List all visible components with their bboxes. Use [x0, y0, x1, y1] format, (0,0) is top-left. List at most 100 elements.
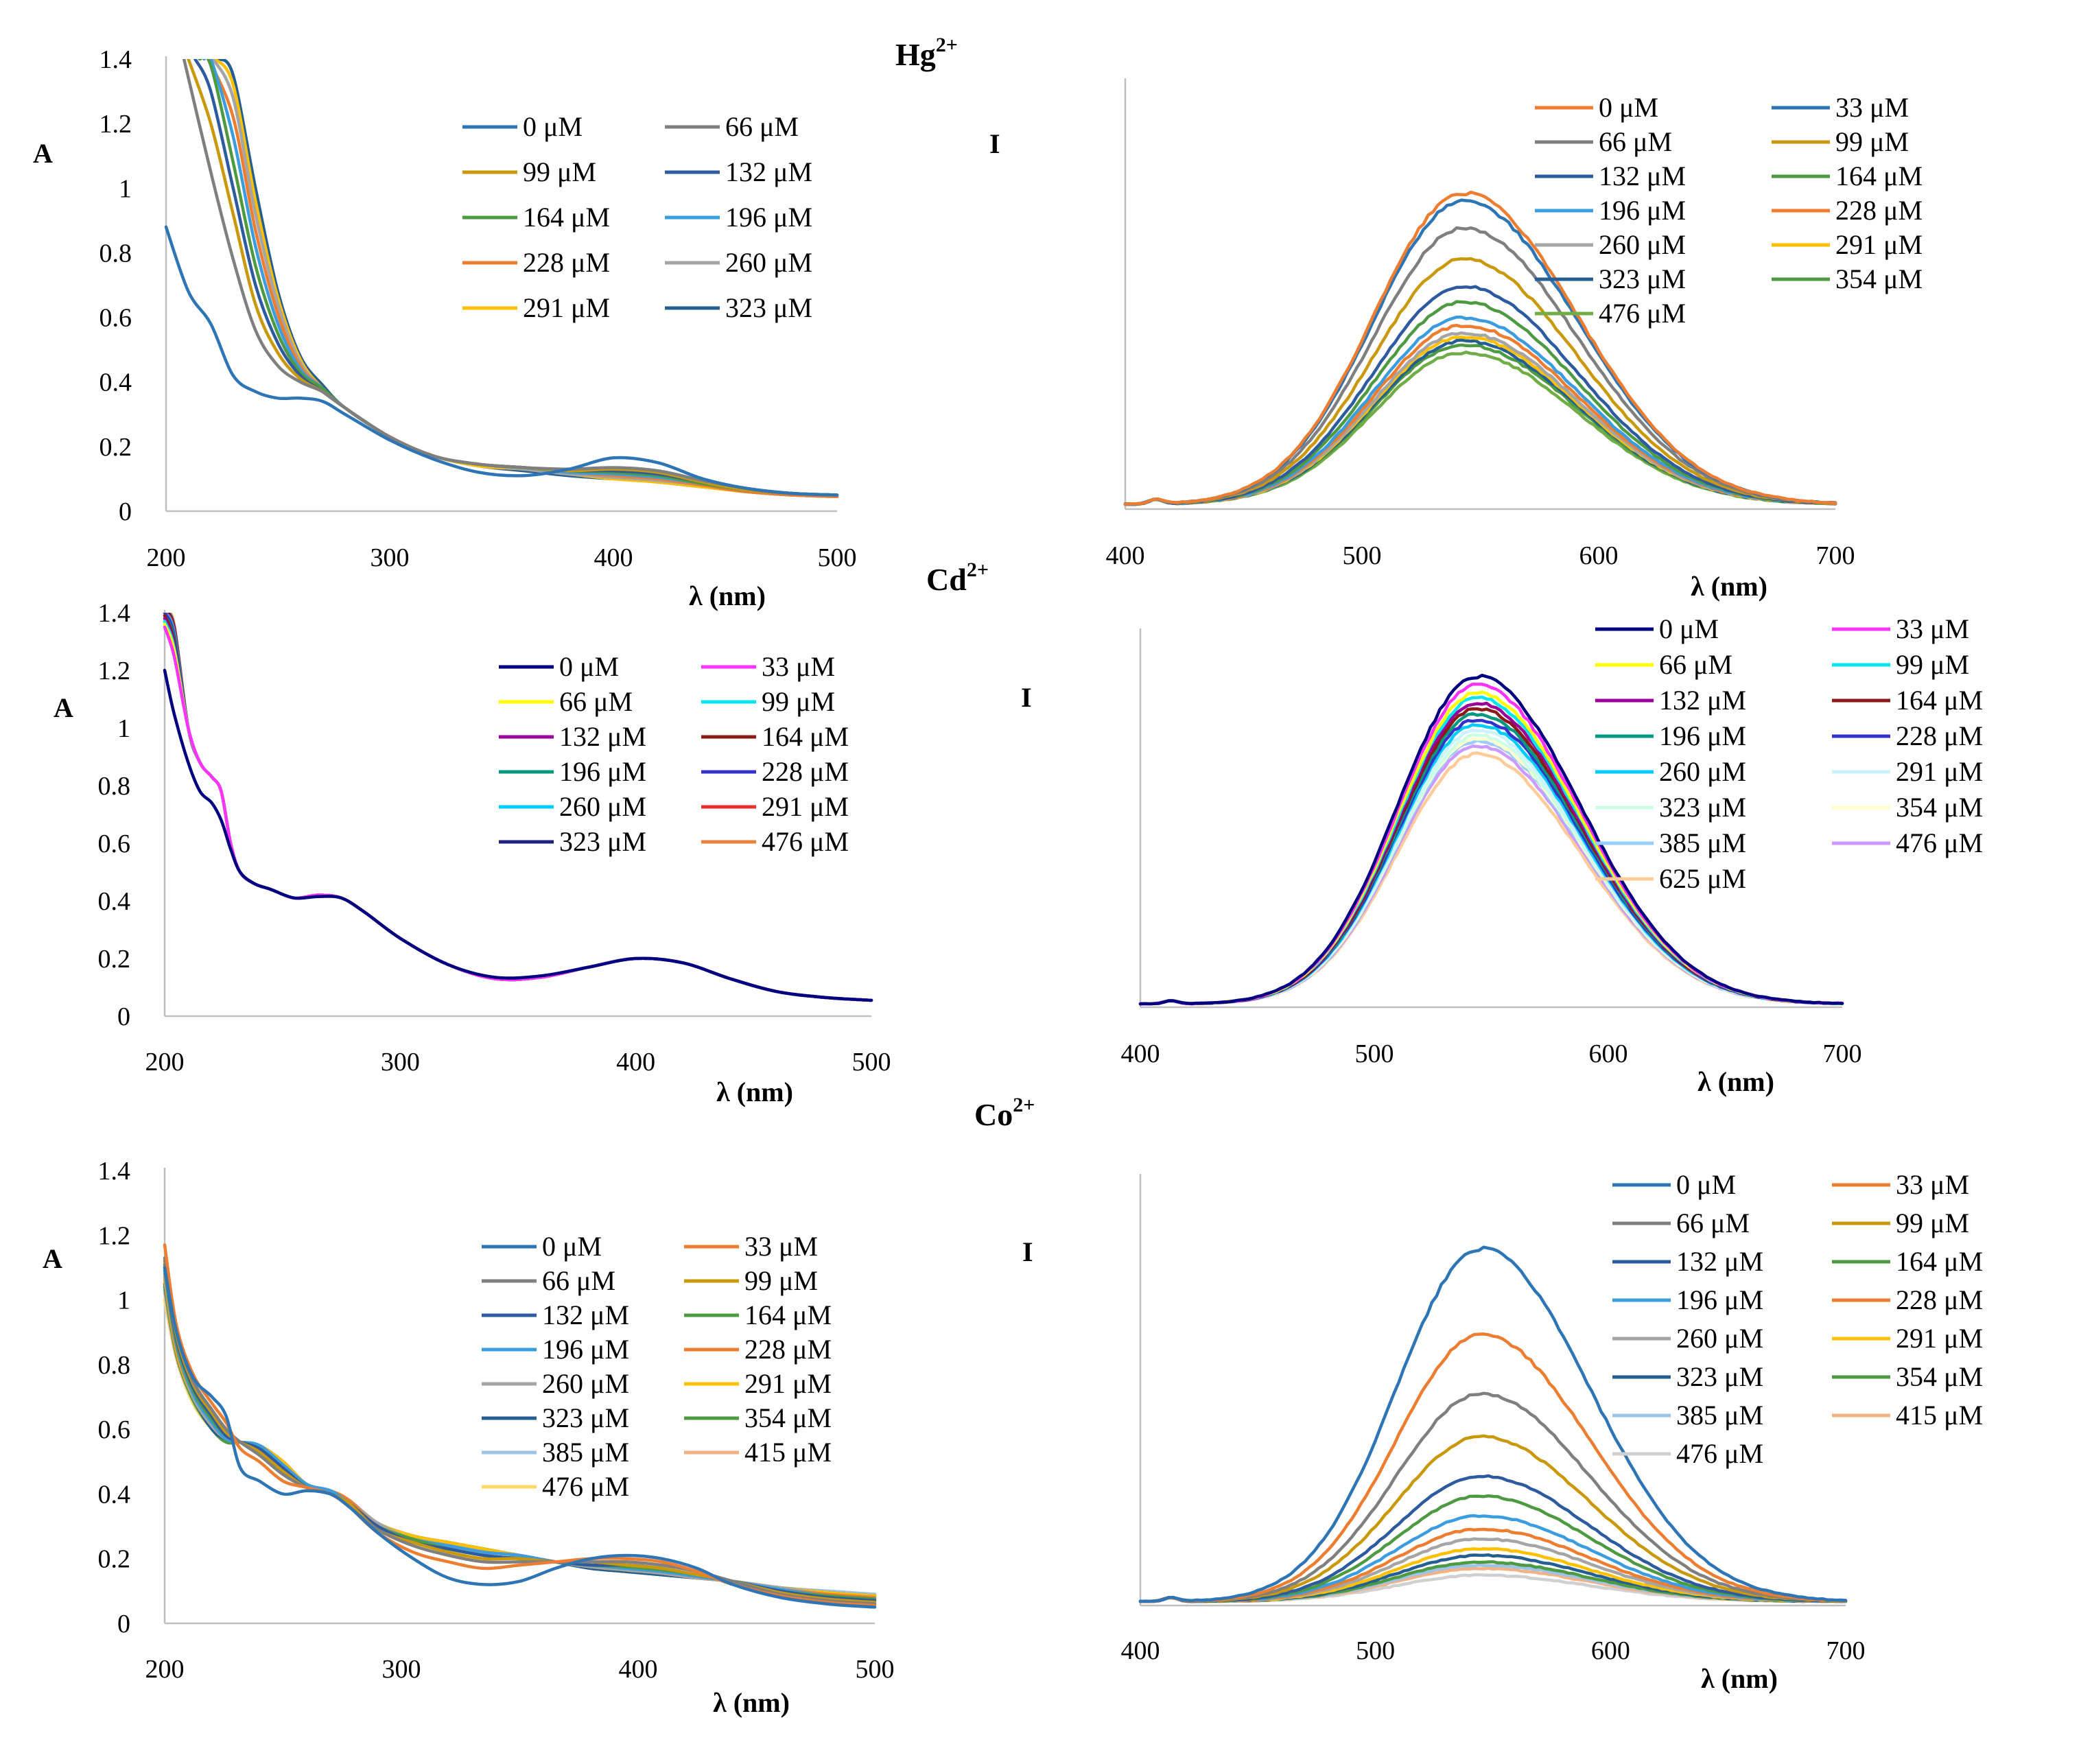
legend-label: 291 μM [1896, 1323, 1983, 1354]
legend-label: 323 μM [559, 826, 646, 857]
legend-label: 196 μM [542, 1334, 629, 1365]
series-line [1138, 1391, 1848, 1603]
legend-label: 164 μM [762, 721, 849, 752]
legend-label: 323 μM [1676, 1361, 1763, 1392]
legend-label: 0 μM [1659, 613, 1719, 644]
x-tick-label: 200 [145, 1048, 185, 1077]
legend-label: 164 μM [1896, 685, 1983, 716]
x-tick-label: 300 [371, 543, 410, 572]
legend-label: 99 μM [523, 156, 596, 187]
legend-label: 415 μM [744, 1437, 832, 1468]
legend-label: 33 μM [1896, 1169, 1969, 1200]
legend-label: 0 μM [1676, 1169, 1736, 1200]
legend-label: 260 μM [725, 247, 812, 278]
y-tick-label: 0.2 [99, 433, 132, 462]
ion-label-co: Co2+ [974, 1094, 1035, 1132]
legend-label: 33 μM [1835, 92, 1909, 123]
series-line [1123, 331, 1837, 506]
series-line [1138, 1332, 1848, 1603]
legend-label: 99 μM [1896, 649, 1969, 680]
legend-label: 196 μM [725, 202, 812, 233]
legend: 0 μM 33 μM 66 μM 99 μM 132 μM 164 μM 196 μM 228… [1595, 613, 1983, 894]
legend-label: 228 μM [1896, 1284, 1983, 1315]
series-line [163, 1259, 877, 1604]
x-tick-label: 400 [1121, 1636, 1160, 1665]
legend-label: 228 μM [1896, 720, 1983, 751]
legend-label: 476 μM [762, 826, 849, 857]
y-axis-label: I [1022, 1236, 1033, 1267]
series-line [1123, 226, 1837, 506]
series-line [1123, 257, 1837, 506]
panel-co-emission: 400 500 600 700 λ (nm) I 0 μM 33 μM 66 μM 99 μM 13… [1022, 1169, 1983, 1694]
series-line [182, 59, 839, 497]
y-tick-label: 1.2 [98, 657, 131, 685]
series-line [1123, 335, 1837, 506]
x-tick-label: 500 [852, 1048, 891, 1077]
legend-label: 228 μM [523, 247, 610, 278]
legend-label: 66 μM [542, 1265, 615, 1296]
legend-label: 99 μM [1835, 126, 1909, 157]
legend-label: 260 μM [559, 791, 646, 822]
x-tick-label: 400 [1106, 541, 1145, 570]
y-tick-label: 0.4 [99, 368, 132, 397]
legend-label: 228 μM [1835, 195, 1923, 226]
y-tick-label: 0.8 [98, 772, 131, 801]
x-tick-label: 600 [1589, 1039, 1628, 1068]
x-tick-label: 400 [619, 1655, 658, 1684]
y-tick-label: 0.8 [99, 239, 132, 268]
legend-label: 385 μM [542, 1437, 629, 1468]
legend-label: 196 μM [559, 756, 646, 787]
x-tick-label: 500 [818, 543, 857, 572]
legend: 0 μM 66 μM 99 μM 132 μM 164 μM 196 μM 228 μM 26… [462, 111, 812, 323]
ion-label-cd: Cd2+ [926, 558, 989, 597]
legend-label: 228 μM [744, 1334, 832, 1365]
series-line [1123, 300, 1837, 506]
x-tick-label: 500 [1356, 1636, 1395, 1665]
legend-label: 0 μM [559, 651, 619, 682]
y-axis-label: I [1021, 682, 1032, 713]
y-tick-label: 1.4 [98, 599, 131, 628]
series-line [1123, 323, 1837, 506]
y-tick-label: 0.8 [98, 1351, 131, 1380]
x-tick-label: 700 [1816, 541, 1855, 570]
legend-label: 132 μM [542, 1300, 629, 1330]
y-tick-label: 0 [117, 1610, 130, 1638]
legend-label: 132 μM [1659, 685, 1746, 716]
series-group [163, 613, 873, 1002]
series-line [1123, 338, 1837, 506]
x-axis-label: λ (nm) [689, 580, 766, 611]
legend-label: 476 μM [542, 1471, 629, 1502]
legend-label: 476 μM [1676, 1438, 1763, 1469]
x-tick-label: 400 [616, 1048, 655, 1077]
legend-label: 132 μM [725, 156, 812, 187]
legend-label: 291 μM [762, 791, 849, 822]
x-tick-label: 300 [382, 1655, 421, 1684]
x-axis-label: λ (nm) [716, 1077, 793, 1107]
y-tick-label: 0 [117, 1002, 130, 1031]
y-tick-label: 1 [117, 1286, 130, 1315]
legend-label: 99 μM [1896, 1208, 1969, 1238]
legend-label: 354 μM [744, 1402, 832, 1433]
legend-label: 164 μM [1896, 1246, 1983, 1277]
legend-label: 323 μM [725, 292, 812, 323]
x-axis-label: λ (nm) [1697, 1066, 1774, 1097]
legend-label: 291 μM [523, 292, 610, 323]
legend-label: 164 μM [1835, 161, 1923, 191]
x-tick-label: 300 [381, 1048, 420, 1077]
legend-label: 99 μM [762, 686, 835, 717]
legend: 0 μM 33 μM 66 μM 99 μM 132 μM 164 μM 196 μM 228… [499, 651, 849, 857]
x-tick-label: 600 [1579, 541, 1619, 570]
legend-label: 323 μM [1599, 263, 1686, 294]
y-tick-label: 0.4 [98, 887, 131, 916]
legend-label: 415 μM [1896, 1400, 1983, 1431]
legend-label: 354 μM [1896, 1361, 1983, 1392]
y-axis-label: A [43, 1243, 62, 1274]
series-line [163, 668, 873, 1002]
legend-label: 33 μM [744, 1231, 818, 1262]
legend-label: 323 μM [1659, 792, 1746, 823]
legend-label: 164 μM [744, 1300, 832, 1330]
y-tick-label: 1 [117, 714, 130, 743]
legend-label: 33 μM [1896, 613, 1969, 644]
series-line [164, 225, 839, 497]
